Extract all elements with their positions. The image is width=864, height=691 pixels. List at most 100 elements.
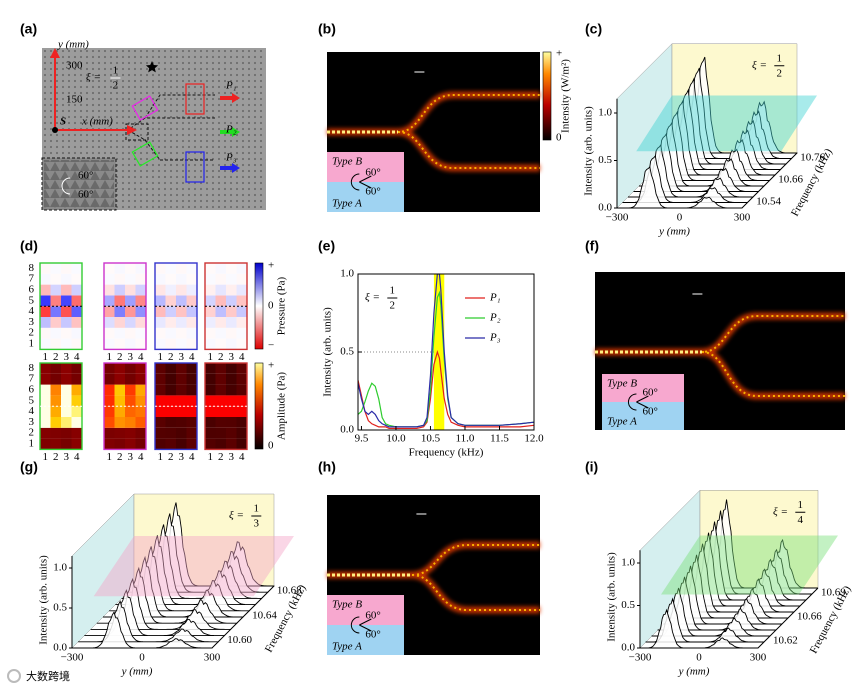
freq-tick-label: 10.66 — [778, 173, 803, 185]
frequency-label: 10.62 kHz — [475, 508, 522, 520]
frequency-label: 10.62 kHz — [475, 66, 522, 78]
row-label: 2 — [29, 427, 35, 439]
field-cell — [215, 306, 226, 317]
field-cell — [61, 384, 72, 396]
field-cell — [165, 295, 176, 307]
x-tick-label: 9.5 — [355, 433, 369, 445]
x-axis-label: y (mm) — [658, 226, 690, 238]
port-label: P₂ — [225, 124, 237, 136]
field-cell — [135, 295, 146, 307]
field-cell — [176, 273, 187, 285]
xi-label: ξ = — [390, 66, 405, 78]
series-line — [358, 349, 534, 430]
field-core — [327, 94, 540, 169]
row-label: 1 — [29, 438, 35, 450]
field-cell — [165, 406, 176, 417]
field-cell — [165, 284, 176, 296]
field-cell — [114, 406, 125, 417]
row-label: 1 — [29, 338, 35, 350]
field-cell — [165, 363, 176, 374]
field-cell — [155, 327, 166, 339]
field-cell — [40, 395, 51, 407]
field-cell — [50, 427, 61, 439]
field-cell — [226, 438, 237, 450]
field-cell — [205, 295, 216, 307]
col-label: 2 — [168, 351, 174, 363]
field-cell — [114, 273, 125, 285]
xi-label: ξ = — [773, 506, 788, 518]
detector-magenta — [131, 95, 159, 121]
field-cell — [71, 373, 82, 385]
field-cell — [215, 273, 226, 285]
field-cell — [165, 373, 176, 385]
field-cell — [236, 427, 247, 439]
field-cell — [71, 427, 82, 439]
inset-angle — [350, 616, 372, 634]
x-tick-label: 11.0 — [456, 433, 475, 445]
field-cell — [236, 438, 247, 450]
field-cell — [205, 438, 216, 450]
angle-label: 60° — [78, 189, 93, 201]
field-cell — [135, 363, 146, 374]
field-cell — [61, 306, 72, 317]
field-cell — [215, 406, 226, 417]
x-tick-label: 300 — [734, 212, 751, 224]
field-cell — [61, 395, 72, 407]
x-tick-label: 10.5 — [421, 433, 441, 445]
fraction-denominator: 3 — [254, 518, 260, 530]
field-cell — [165, 338, 176, 350]
x-tick-label: 12.0 — [524, 433, 544, 445]
panel-label: (c) — [585, 21, 602, 37]
field-cell — [226, 306, 237, 317]
field-cell — [71, 306, 82, 317]
bar-title: Pressure (Pa) — [276, 276, 288, 335]
field-cell — [50, 284, 61, 296]
field-cell — [205, 406, 216, 417]
field-cell — [71, 263, 82, 274]
field-cell — [40, 417, 51, 428]
type-b-label: Type B — [332, 599, 362, 611]
field-cell — [40, 363, 51, 374]
fraction-numerator: 1 — [419, 501, 425, 513]
fraction-numerator: 1 — [390, 285, 396, 297]
fraction-numerator: 1 — [417, 59, 423, 71]
field-cell — [61, 295, 72, 307]
field-cell — [205, 338, 216, 350]
col-label: 1 — [208, 451, 214, 463]
field-cell — [40, 406, 51, 417]
field-cell — [50, 384, 61, 396]
field-cell — [125, 395, 136, 407]
field-cell — [50, 317, 61, 328]
inset-type-b — [327, 152, 404, 182]
axis-heads — [50, 48, 137, 135]
panel-label: (a) — [20, 21, 37, 37]
port-arrow-head — [232, 163, 240, 173]
field-cell — [226, 417, 237, 428]
field-cell — [104, 406, 115, 417]
field-cell — [71, 284, 82, 296]
field-cell — [40, 263, 51, 274]
x-tick-label: 10.0 — [386, 433, 406, 445]
field-cell — [114, 417, 125, 428]
z-tick-label: 0.0 — [621, 642, 635, 654]
field-cell — [50, 273, 61, 285]
field-cell — [215, 373, 226, 385]
field-cell — [114, 427, 125, 439]
angle-label: 60° — [642, 387, 657, 399]
field-cell — [155, 373, 166, 385]
z-tick-label: 0.0 — [53, 642, 67, 654]
field-cell — [155, 273, 166, 285]
field-cell — [186, 417, 197, 428]
watermark-logo — [7, 669, 21, 683]
field-cell — [205, 384, 216, 396]
field-cell — [215, 363, 226, 374]
row-label: 6 — [29, 384, 35, 396]
field-cell — [215, 395, 226, 407]
field-cell — [104, 338, 115, 350]
y-axis-label: Intensity (arb. units) — [583, 106, 595, 196]
row-label: 5 — [29, 294, 35, 306]
field-cell — [186, 384, 197, 396]
field-cell — [40, 427, 51, 439]
z-tick-label: 0.5 — [53, 602, 67, 614]
field-cell — [125, 417, 136, 428]
